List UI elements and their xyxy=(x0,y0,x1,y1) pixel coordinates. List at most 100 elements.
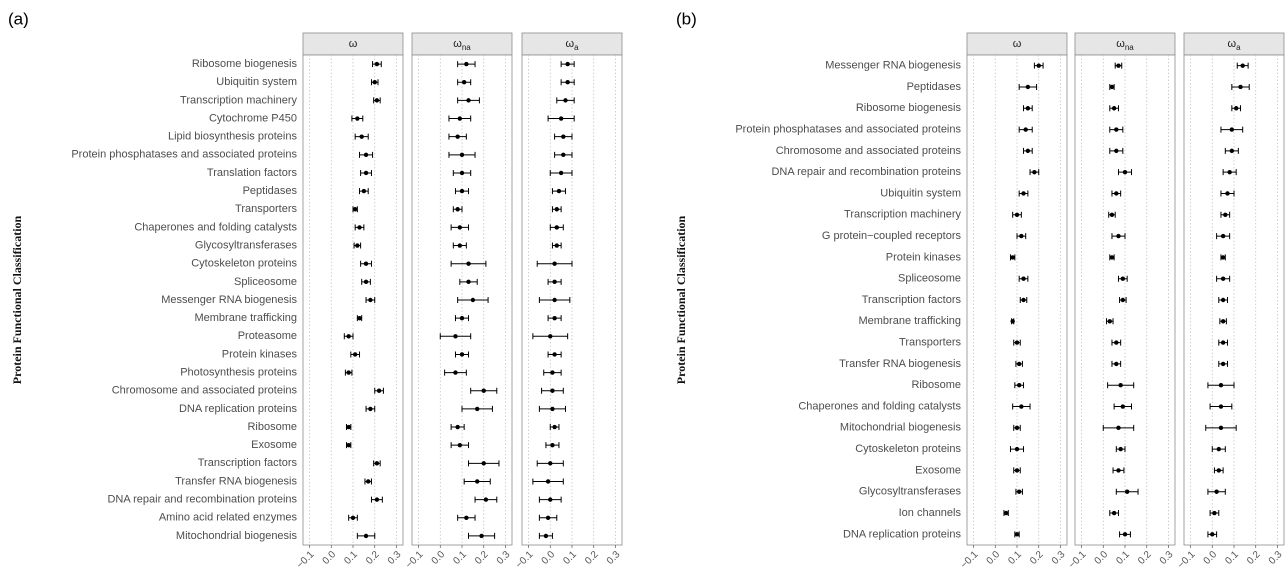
point xyxy=(1230,127,1234,131)
point xyxy=(1221,276,1225,280)
point xyxy=(460,352,464,356)
point xyxy=(1121,276,1125,280)
point xyxy=(1114,127,1118,131)
point xyxy=(455,207,459,211)
point xyxy=(561,134,565,138)
y-axis-label: Protein Functional Classification xyxy=(674,215,688,384)
category-label: Exosome xyxy=(251,439,297,451)
point xyxy=(1221,234,1225,238)
point xyxy=(1114,191,1118,195)
category-label: Ribosome xyxy=(911,379,961,391)
point xyxy=(353,352,357,356)
point xyxy=(1212,511,1216,515)
facet-title: ω xyxy=(1013,38,1022,50)
category-label: Amino acid related enzymes xyxy=(159,512,298,524)
category-label: Protein kinases xyxy=(886,251,962,263)
facet-title-subscript: na xyxy=(1125,43,1134,52)
x-tick-label: −0.1 xyxy=(959,549,981,571)
point xyxy=(464,516,468,520)
point xyxy=(1217,447,1221,451)
point xyxy=(364,171,368,175)
category-label: Ion channels xyxy=(899,507,962,519)
point xyxy=(458,443,462,447)
category-label: Glycosyltransferases xyxy=(859,486,962,498)
point xyxy=(1112,106,1116,110)
point xyxy=(1118,447,1122,451)
category-label: DNA repair and recombination proteins xyxy=(107,494,297,506)
point xyxy=(552,262,556,266)
panel-label: (b) xyxy=(676,9,697,28)
x-tick-label: 0.0 xyxy=(1202,549,1220,567)
category-label: Spliceosome xyxy=(898,273,961,285)
point xyxy=(1021,276,1025,280)
x-tick-label: 0.0 xyxy=(430,549,448,567)
category-label: Exosome xyxy=(915,464,961,476)
point xyxy=(351,516,355,520)
x-tick-label: −0.1 xyxy=(1067,549,1089,571)
panel-label: (a) xyxy=(8,9,29,28)
point xyxy=(552,425,556,429)
x-tick-label: 0.3 xyxy=(1267,549,1285,567)
point xyxy=(1021,298,1025,302)
category-label: Messenger RNA biogenesis xyxy=(161,294,297,306)
point xyxy=(1123,532,1127,536)
x-tick-label: −0.1 xyxy=(295,549,317,571)
point xyxy=(548,334,552,338)
point xyxy=(544,534,548,538)
point xyxy=(346,443,350,447)
category-label: Chaperones and folding catalysts xyxy=(798,400,961,412)
point xyxy=(561,153,565,157)
point xyxy=(550,443,554,447)
x-tick-label: 0.1 xyxy=(1223,549,1241,567)
x-tick-label: 0.0 xyxy=(1093,549,1111,567)
point xyxy=(565,80,569,84)
point xyxy=(1026,106,1030,110)
point xyxy=(1238,85,1242,89)
point xyxy=(1118,383,1122,387)
x-tick-label: 0.0 xyxy=(985,549,1003,567)
point xyxy=(1015,468,1019,472)
point xyxy=(555,243,559,247)
point xyxy=(1116,468,1120,472)
point xyxy=(1123,170,1127,174)
x-tick-label: −0.1 xyxy=(404,549,426,571)
point xyxy=(552,298,556,302)
point xyxy=(1004,511,1008,515)
point xyxy=(1017,490,1021,494)
point xyxy=(357,316,361,320)
x-tick-label: 0.2 xyxy=(1136,549,1154,567)
point xyxy=(375,497,379,501)
point xyxy=(460,153,464,157)
point xyxy=(1221,362,1225,366)
point xyxy=(1114,362,1118,366)
facet: ωa−0.10.00.10.20.3 xyxy=(514,33,623,571)
category-label: Ribosome biogenesis xyxy=(192,58,298,70)
x-tick-label: 0.2 xyxy=(1245,549,1263,567)
panel: (b) Protein Functional Classification Mess… xyxy=(674,9,1285,570)
point xyxy=(362,189,366,193)
point xyxy=(1021,191,1025,195)
point xyxy=(368,407,372,411)
point xyxy=(458,243,462,247)
point xyxy=(1121,404,1125,408)
point xyxy=(1019,234,1023,238)
point xyxy=(364,262,368,266)
x-tick-label: 0.0 xyxy=(540,549,558,567)
point xyxy=(546,516,550,520)
point xyxy=(550,370,554,374)
category-label: Ubiquitin system xyxy=(880,187,961,199)
point xyxy=(475,479,479,483)
point xyxy=(1125,490,1129,494)
category-label: Messenger RNA biogenesis xyxy=(825,60,961,72)
point xyxy=(466,280,470,284)
point xyxy=(1019,404,1023,408)
point xyxy=(1234,106,1238,110)
category-label: Transcription machinery xyxy=(844,209,961,221)
category-label: Photosynthesis proteins xyxy=(180,366,297,378)
category-label: G protein−coupled receptors xyxy=(822,230,962,242)
category-label: Cytoskeleton proteins xyxy=(855,443,961,455)
point xyxy=(1116,234,1120,238)
x-tick-label: 0.1 xyxy=(1114,549,1132,567)
point xyxy=(1010,255,1014,259)
